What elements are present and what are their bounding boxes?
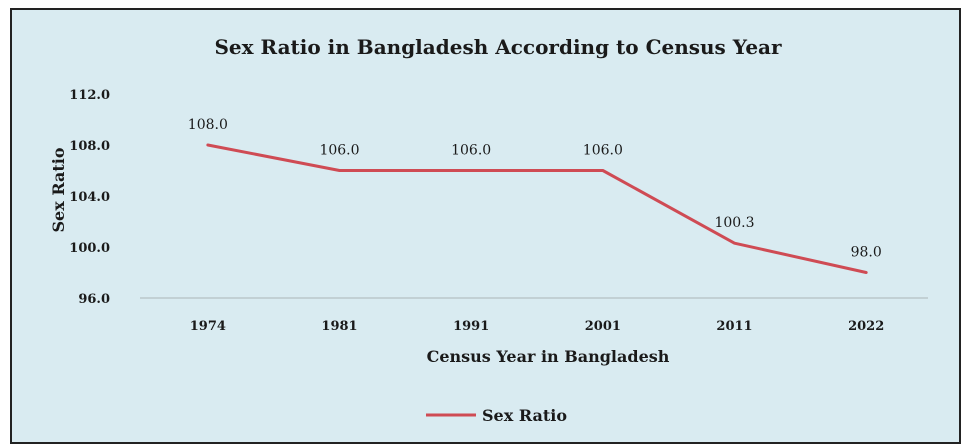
x-tick-label: 2022: [848, 319, 884, 334]
legend-label: Sex Ratio: [482, 406, 567, 425]
data-label: 98.0: [851, 245, 882, 261]
x-tick-label: 2001: [585, 319, 621, 334]
data-label: 100.3: [714, 215, 754, 231]
x-axis-ticks: 1974 1981 1991 2001 2011 2022: [190, 319, 885, 334]
x-tick-label: 1974: [190, 319, 226, 334]
x-tick-label: 1981: [321, 319, 357, 334]
data-label: 106.0: [451, 143, 491, 159]
y-axis-ticks: 96.0 100.0 104.0 108.0 112.0: [69, 88, 110, 307]
data-labels: 108.0 106.0 106.0 106.0 100.3 98.0: [188, 117, 882, 261]
x-axis-title: Census Year in Bangladesh: [427, 347, 670, 366]
data-label: 106.0: [583, 143, 623, 159]
y-tick-label: 104.0: [69, 190, 110, 205]
legend: Sex Ratio: [426, 406, 567, 425]
data-label: 106.0: [319, 143, 359, 159]
y-tick-label: 108.0: [69, 139, 110, 154]
y-tick-label: 96.0: [78, 292, 110, 307]
chart-frame: Sex Ratio in Bangladesh According to Cen…: [10, 8, 961, 444]
x-tick-label: 2011: [716, 319, 752, 334]
y-axis-title: Sex Ratio: [49, 147, 68, 232]
y-tick-label: 112.0: [69, 88, 110, 103]
series-line-sex-ratio: [206, 143, 868, 274]
data-label: 108.0: [188, 117, 228, 133]
y-tick-label: 100.0: [69, 241, 110, 256]
chart-title: Sex Ratio in Bangladesh According to Cen…: [214, 35, 782, 59]
line-chart: Sex Ratio in Bangladesh According to Cen…: [49, 35, 928, 425]
x-tick-label: 1991: [453, 319, 489, 334]
